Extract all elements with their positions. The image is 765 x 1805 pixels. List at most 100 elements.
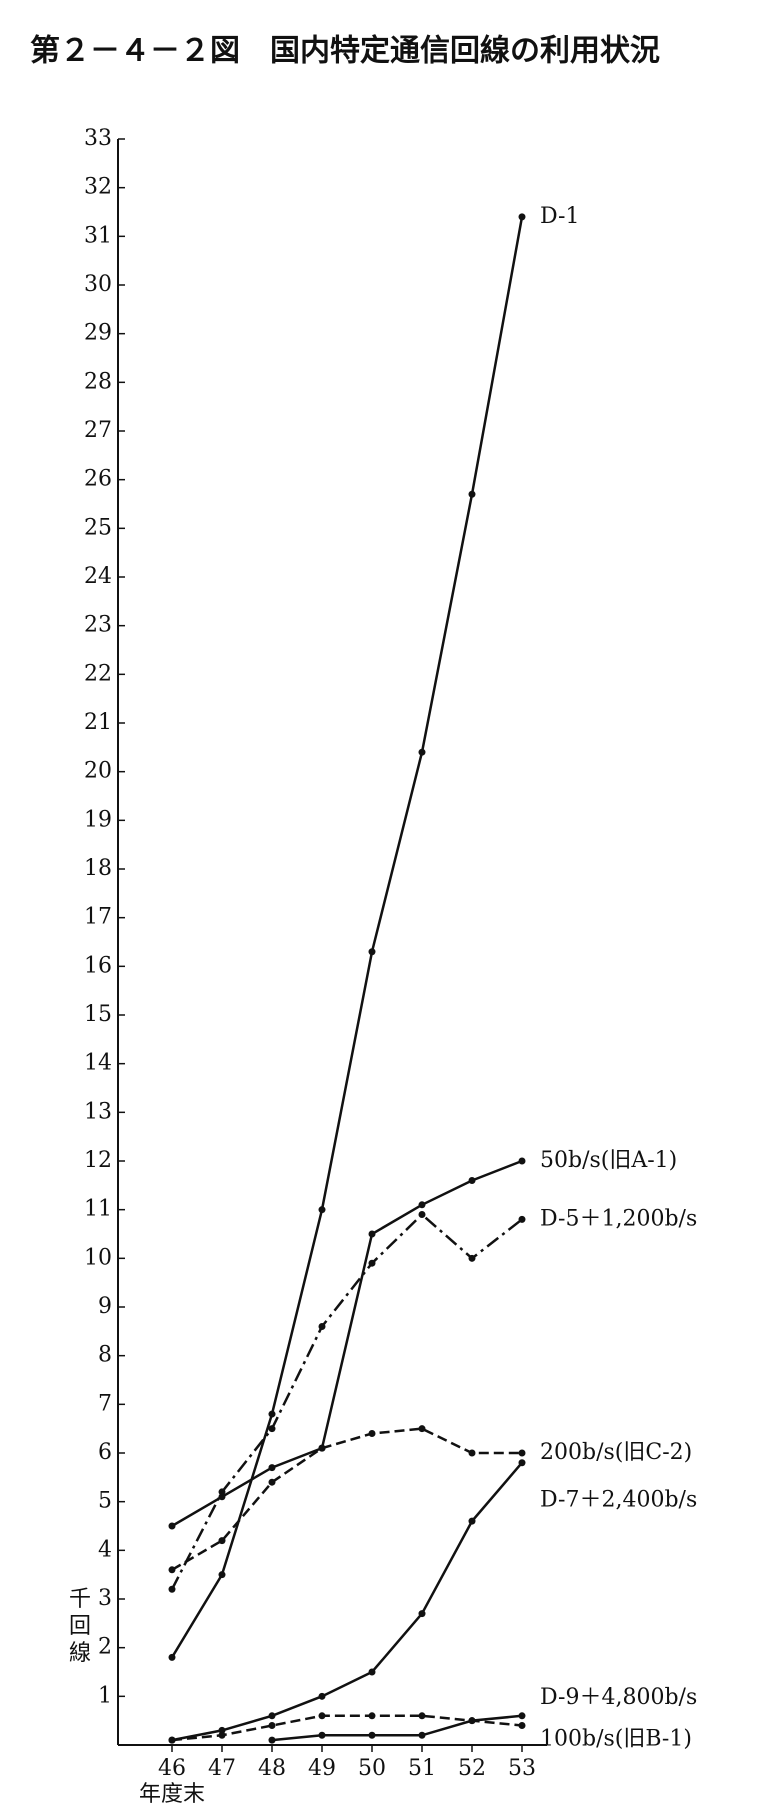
data-point — [318, 1444, 326, 1452]
y-tick-label: 32 — [84, 175, 112, 200]
data-point — [518, 1712, 526, 1720]
data-point — [368, 1430, 376, 1438]
data-point — [368, 1731, 376, 1739]
series-label: D-9＋4,800b/s — [540, 1685, 697, 1710]
data-point — [268, 1712, 276, 1720]
data-point — [418, 1712, 426, 1720]
data-point — [468, 1254, 476, 1262]
series-label: D-1 — [540, 204, 579, 229]
data-point — [518, 1215, 526, 1223]
data-point — [268, 1736, 276, 1744]
x-tick-label: 49 — [308, 1756, 336, 1781]
data-point — [268, 1410, 276, 1418]
x-tick-label: 50 — [358, 1756, 386, 1781]
data-point — [418, 1731, 426, 1739]
x-tick-label: 47 — [208, 1756, 236, 1781]
y-tick-label: 28 — [84, 369, 112, 394]
data-point — [418, 1425, 426, 1433]
y-axis-label: 回 — [69, 1614, 91, 1639]
series-line — [171, 1714, 523, 1742]
data-point — [518, 1157, 526, 1165]
data-point — [518, 213, 526, 221]
data-point — [418, 1201, 426, 1209]
data-point — [268, 1464, 276, 1472]
y-tick-label: 6 — [98, 1440, 112, 1465]
data-point — [368, 948, 376, 956]
data-point — [218, 1571, 226, 1579]
series-line — [170, 1212, 523, 1590]
y-tick-label: 24 — [84, 564, 112, 589]
x-tick-label: 46 — [158, 1756, 186, 1781]
x-tick-label: 51 — [408, 1756, 436, 1781]
data-point — [318, 1206, 326, 1214]
series-label: D-7＋2,400b/s — [540, 1488, 697, 1513]
y-tick-label: 22 — [84, 661, 112, 686]
y-tick-label: 15 — [84, 1002, 112, 1027]
x-axis-label: 年度末 — [139, 1782, 205, 1805]
y-tick-label: 20 — [84, 759, 112, 784]
x-tick-label: 53 — [508, 1756, 536, 1781]
data-point — [468, 490, 476, 498]
data-point — [168, 1566, 176, 1574]
data-point — [168, 1585, 176, 1593]
data-point — [218, 1493, 226, 1501]
y-tick-label: 18 — [84, 856, 112, 881]
y-tick-label: 21 — [84, 710, 112, 735]
series-label: 200b/s(旧C-2) — [540, 1440, 692, 1465]
series-line — [171, 1461, 523, 1742]
y-tick-label: 25 — [84, 515, 112, 540]
series-label: 100b/s(旧B-1) — [540, 1727, 692, 1752]
y-tick-label: 33 — [84, 126, 112, 151]
y-tick-label: 3 — [98, 1586, 112, 1611]
data-point — [418, 1610, 426, 1618]
data-point — [518, 1459, 526, 1467]
y-tick-label: 26 — [84, 467, 112, 492]
series-line — [170, 216, 524, 1659]
data-point — [468, 1717, 476, 1725]
y-tick-label: 9 — [98, 1294, 112, 1319]
data-point — [218, 1537, 226, 1545]
data-point — [168, 1736, 176, 1744]
y-tick-label: 31 — [84, 223, 112, 248]
y-tick-label: 4 — [98, 1537, 112, 1562]
y-tick-label: 8 — [98, 1343, 112, 1368]
data-point — [318, 1731, 326, 1739]
data-point — [318, 1692, 326, 1700]
chart-title: 第２－４－２図 国内特定通信回線の利用状況 — [30, 34, 660, 69]
y-tick-label: 19 — [84, 807, 112, 832]
series-line — [271, 1714, 523, 1742]
series-label: D-5＋1,200b/s — [540, 1206, 697, 1231]
y-tick-label: 27 — [84, 418, 112, 443]
data-point — [318, 1712, 326, 1720]
data-point — [218, 1726, 226, 1734]
y-tick-label: 1 — [98, 1683, 112, 1708]
y-tick-label: 5 — [98, 1489, 112, 1514]
y-tick-label: 29 — [84, 321, 112, 346]
data-point — [518, 1449, 526, 1457]
data-point — [268, 1425, 276, 1433]
data-point — [418, 748, 426, 756]
y-tick-label: 7 — [98, 1391, 112, 1416]
y-tick-label: 14 — [84, 1051, 112, 1076]
series-label: 50b/s(旧A-1) — [540, 1148, 677, 1173]
data-point — [368, 1259, 376, 1267]
data-point — [168, 1522, 176, 1530]
data-point — [468, 1449, 476, 1457]
y-tick-label: 2 — [98, 1635, 112, 1660]
x-tick-label: 52 — [458, 1756, 486, 1781]
data-point — [418, 1211, 426, 1219]
data-point — [518, 1722, 526, 1730]
y-tick-label: 13 — [84, 1099, 112, 1124]
data-point — [468, 1176, 476, 1184]
data-point — [268, 1478, 276, 1486]
y-axis-label: 千 — [69, 1587, 91, 1612]
y-tick-label: 10 — [84, 1245, 112, 1270]
data-point — [218, 1731, 226, 1739]
y-tick-label: 17 — [84, 905, 112, 930]
data-point — [368, 1668, 376, 1676]
y-tick-label: 16 — [84, 953, 112, 978]
data-point — [318, 1322, 326, 1330]
data-point — [218, 1488, 226, 1496]
y-tick-label: 12 — [84, 1148, 112, 1173]
